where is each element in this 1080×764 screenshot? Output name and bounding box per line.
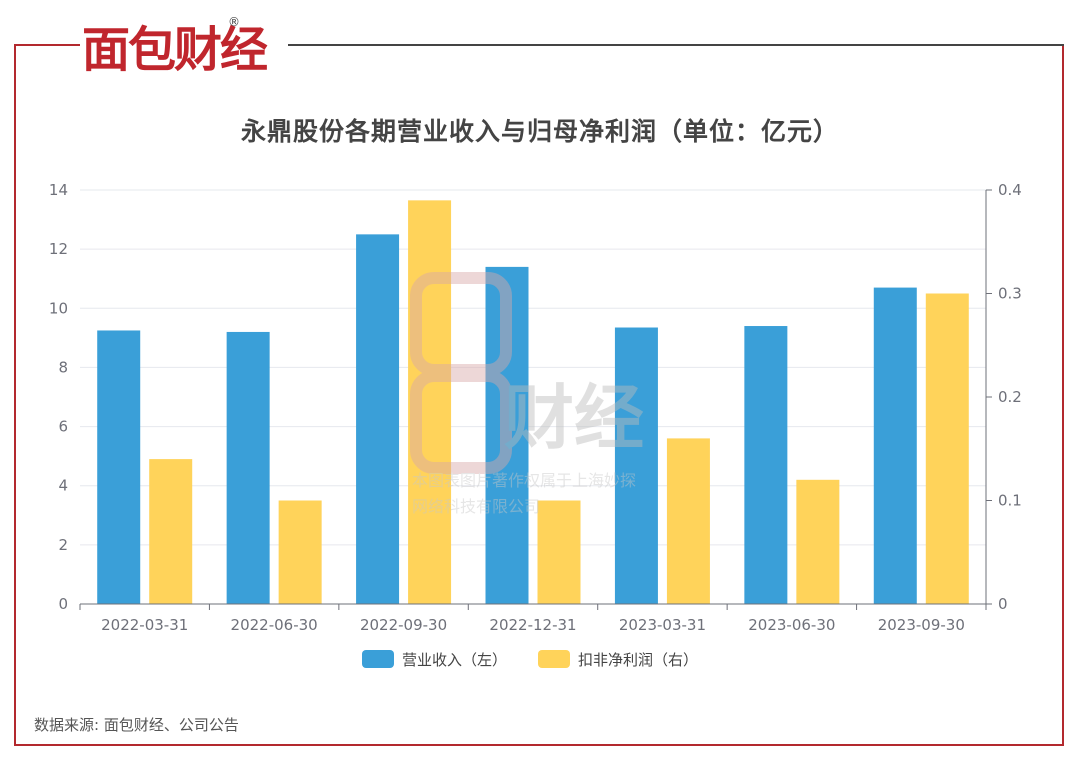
brand-logo: 面包财经 ® — [82, 15, 270, 76]
legend-swatch — [538, 650, 570, 668]
brand-logo-text: 面包财经 — [82, 22, 268, 76]
bar-revenue — [614, 327, 658, 604]
bar-revenue — [485, 266, 529, 604]
y-right-tick-label: 0.3 — [998, 285, 1022, 303]
y-left-tick-label: 8 — [58, 358, 68, 376]
frame-top-line-right — [288, 44, 1064, 46]
bar-revenue — [873, 287, 917, 604]
bar-revenue — [356, 234, 400, 604]
bar-chart: 0 2 4 6 8 10 12 14 0 0.1 0.2 0.3 0.4 2022-03-31 2022-0… — [49, 181, 1022, 669]
y-right-tick-label: 0.2 — [998, 388, 1022, 406]
y-left-tick-label: 10 — [49, 299, 68, 317]
y-right-tick-label: 0 — [998, 595, 1008, 613]
x-tick-label: 2022-12-31 — [489, 616, 576, 634]
brand-registered-mark: ® — [228, 15, 240, 29]
x-tick-label: 2023-09-30 — [878, 616, 965, 634]
bar-net-profit — [796, 479, 840, 604]
data-source-note: 数据来源: 面包财经、公司公告 — [34, 716, 239, 734]
legend-label: 营业收入（左） — [402, 651, 507, 669]
bar-revenue — [744, 326, 788, 604]
bar-net-profit — [278, 500, 322, 604]
x-tick-label: 2023-06-30 — [748, 616, 835, 634]
bar-revenue — [226, 331, 270, 604]
bar-net-profit — [149, 459, 193, 604]
legend-swatch — [362, 650, 394, 668]
bar-net-profit — [925, 293, 969, 604]
bar-net-profit — [666, 438, 710, 604]
x-tick-label: 2023-03-31 — [619, 616, 706, 634]
frame-top-line-left — [14, 44, 80, 46]
y-right-tick-label: 0.1 — [998, 492, 1022, 510]
chart-frame — [14, 44, 1064, 746]
chart-title: 永鼎股份各期营业收入与归母净利润（单位：亿元） — [240, 117, 839, 146]
x-tick-label: 2022-06-30 — [231, 616, 318, 634]
legend-label: 扣非净利润（右） — [578, 651, 698, 669]
bar-net-profit — [537, 500, 581, 604]
x-tick-label: 2022-03-31 — [101, 616, 188, 634]
bar-net-profit — [408, 200, 452, 604]
y-left-tick-label: 12 — [49, 240, 68, 258]
bar-revenue — [97, 330, 141, 604]
y-left-tick-label: 4 — [58, 477, 68, 495]
y-left-tick-label: 6 — [58, 418, 68, 436]
y-left-tick-label: 0 — [58, 595, 68, 613]
y-right-tick-label: 0.4 — [998, 181, 1022, 199]
y-left-tick-label: 14 — [49, 181, 68, 199]
y-left-tick-label: 2 — [58, 536, 68, 554]
x-tick-label: 2022-09-30 — [360, 616, 447, 634]
